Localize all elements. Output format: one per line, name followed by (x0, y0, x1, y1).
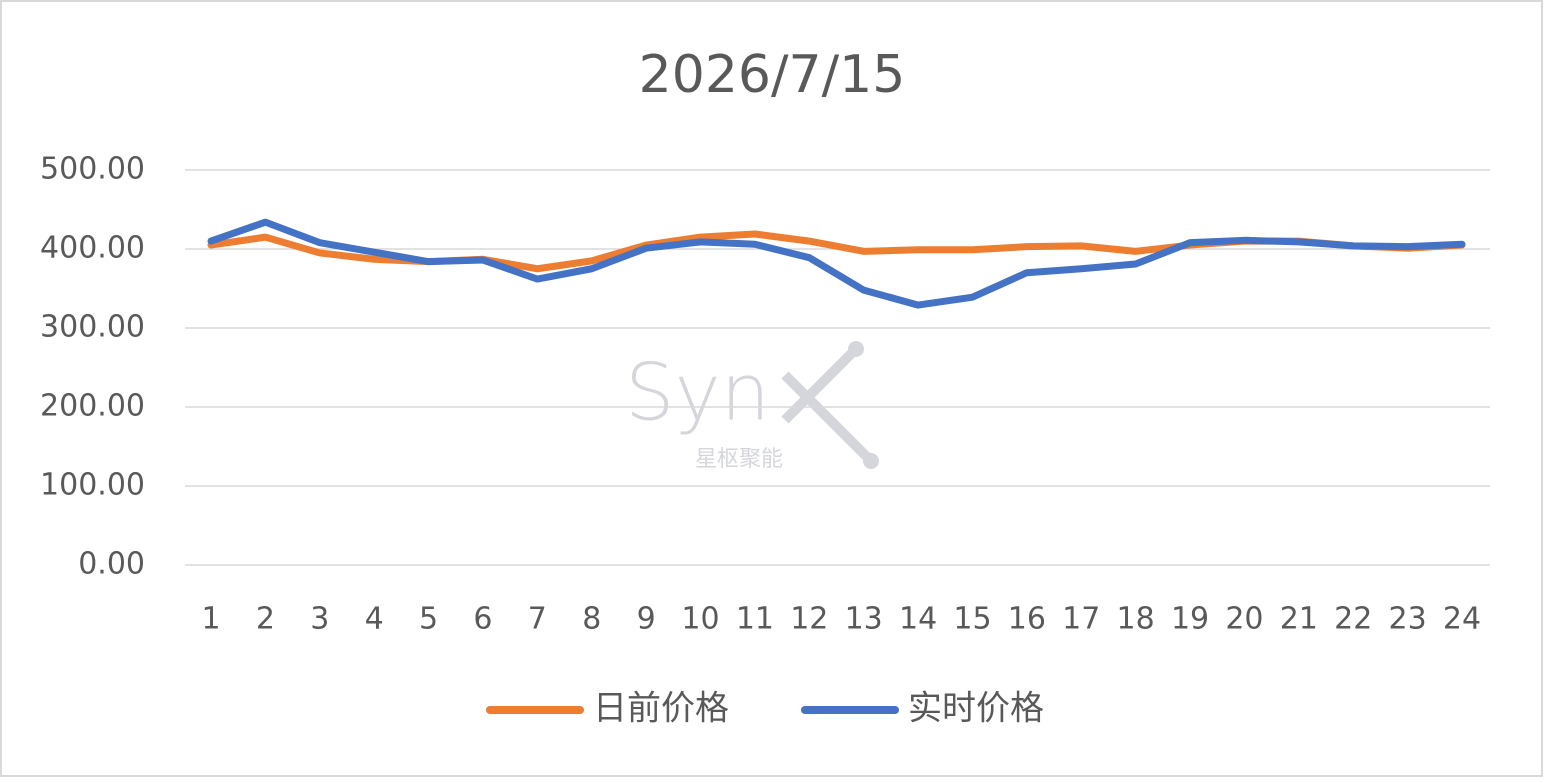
x-tick-label: 23 (1389, 602, 1427, 637)
x-tick-label: 14 (899, 602, 937, 637)
y-tick-label: 400.00 (40, 231, 145, 266)
x-tick-label: 7 (528, 602, 547, 637)
x-tick-label: 4 (365, 602, 384, 637)
chart-title: 2026/7/15 (639, 45, 906, 105)
y-tick-label: 100.00 (40, 468, 145, 503)
x-tick-label: 6 (473, 602, 492, 637)
x-tick-label: 15 (953, 602, 991, 637)
legend-label: 实时价格 (908, 689, 1044, 729)
y-tick-label: 200.00 (40, 389, 145, 424)
x-tick-label: 10 (681, 602, 719, 637)
y-tick-label: 300.00 (40, 310, 145, 345)
line-series (207, 218, 1466, 309)
y-tick-label: 0.00 (78, 547, 145, 582)
x-tick-label: 17 (1062, 602, 1100, 637)
watermark-dot (863, 453, 879, 469)
x-tick-label: 21 (1280, 602, 1318, 637)
x-tick-label: 24 (1443, 602, 1481, 637)
x-tick-label: 1 (201, 602, 220, 637)
watermark-shape (781, 371, 874, 464)
x-tick-label: 19 (1171, 602, 1209, 637)
x-tick-label: 18 (1117, 602, 1155, 637)
watermark-dot (848, 341, 864, 357)
legend-label: 日前价格 (593, 689, 729, 729)
y-tick-label: 500.00 (40, 152, 145, 187)
watermark-shape (781, 346, 859, 424)
x-tick-label: 16 (1008, 602, 1046, 637)
x-tick-label: 22 (1334, 602, 1372, 637)
x-tick-label: 8 (582, 602, 601, 637)
x-tick-label: 20 (1225, 602, 1263, 637)
watermark: Syn 星枢聚能 (625, 341, 879, 472)
watermark-text: Syn (625, 349, 770, 439)
x-tick-label: 5 (419, 602, 438, 637)
watermark-subtext: 星枢聚能 (695, 447, 783, 472)
x-tick-label: 2 (256, 602, 275, 637)
x-tick-label: 11 (736, 602, 774, 637)
x-tick-label: 3 (310, 602, 329, 637)
x-tick-label: 13 (845, 602, 883, 637)
x-tick-label: 12 (790, 602, 828, 637)
x-tick-label: 9 (637, 602, 656, 637)
